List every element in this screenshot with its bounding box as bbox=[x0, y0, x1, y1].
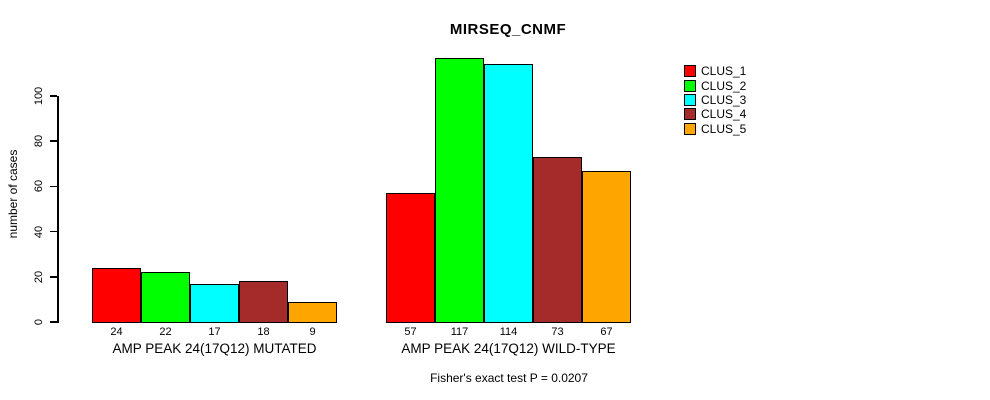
y-tick-label: 60 bbox=[33, 180, 45, 193]
legend-item: CLUS_5 bbox=[684, 122, 746, 136]
bar bbox=[239, 281, 288, 323]
bar-value-label: 57 bbox=[404, 326, 417, 338]
legend-item: CLUS_1 bbox=[684, 64, 746, 78]
bar-value-label: 73 bbox=[551, 326, 564, 338]
legend-label: CLUS_4 bbox=[701, 107, 747, 122]
y-axis-line bbox=[57, 96, 59, 323]
bar-value-label: 114 bbox=[499, 326, 518, 338]
y-tick bbox=[50, 140, 57, 142]
y-tick-label: 40 bbox=[33, 225, 45, 238]
y-tick bbox=[50, 230, 57, 233]
bar bbox=[484, 64, 533, 323]
bar-value-label: 117 bbox=[450, 326, 469, 338]
bar-value-label: 17 bbox=[208, 326, 221, 338]
bar-value-label: 22 bbox=[159, 326, 172, 338]
bar bbox=[92, 267, 141, 323]
legend-swatch bbox=[684, 79, 696, 92]
bar bbox=[582, 170, 631, 323]
bar bbox=[435, 57, 484, 323]
y-tick-label: 0 bbox=[33, 318, 45, 326]
legend-item: CLUS_3 bbox=[684, 93, 746, 107]
bar-value-label: 9 bbox=[309, 326, 316, 338]
y-tick-label: 20 bbox=[33, 270, 45, 283]
x-group-label-wildtype: AMP PEAK 24(17Q12) WILD-TYPE bbox=[401, 341, 616, 356]
legend-item: CLUS_2 bbox=[684, 78, 746, 92]
fisher-test-caption: Fisher's exact test P = 0.0207 bbox=[430, 371, 588, 385]
y-tick bbox=[50, 185, 57, 188]
chart-title: MIRSEQ_CNMF bbox=[449, 21, 567, 38]
y-tick bbox=[50, 95, 57, 97]
bar-value-label: 18 bbox=[257, 326, 270, 338]
legend-swatch bbox=[684, 108, 696, 121]
legend-label: CLUS_5 bbox=[701, 121, 747, 136]
y-tick bbox=[50, 276, 57, 278]
legend-item: CLUS_4 bbox=[684, 107, 746, 121]
legend-swatch bbox=[684, 122, 696, 135]
legend-swatch bbox=[684, 93, 696, 106]
bar bbox=[533, 157, 582, 323]
y-tick bbox=[50, 321, 57, 323]
bar bbox=[190, 283, 239, 323]
y-tick-label: 100 bbox=[33, 86, 45, 106]
bar bbox=[141, 272, 190, 323]
legend-label: CLUS_3 bbox=[701, 92, 747, 107]
y-tick-label: 80 bbox=[33, 135, 45, 148]
x-group-label-mutated: AMP PEAK 24(17Q12) MUTATED bbox=[112, 341, 317, 356]
bar-value-label: 67 bbox=[600, 326, 613, 338]
bar bbox=[386, 193, 435, 323]
legend-label: CLUS_1 bbox=[701, 64, 747, 79]
legend: CLUS_1 CLUS_2 CLUS_3 CLUS_4 CLUS_5 bbox=[684, 64, 746, 136]
legend-swatch bbox=[684, 65, 696, 78]
bar-value-label: 24 bbox=[110, 326, 123, 338]
legend-label: CLUS_2 bbox=[701, 78, 747, 93]
bar bbox=[288, 301, 337, 323]
